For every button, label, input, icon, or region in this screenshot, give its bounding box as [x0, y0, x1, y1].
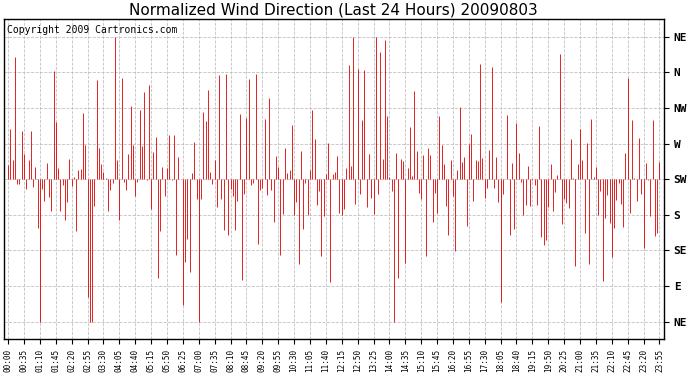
Title: Normalized Wind Direction (Last 24 Hours) 20090803: Normalized Wind Direction (Last 24 Hours…: [130, 3, 538, 18]
Text: Copyright 2009 Cartronics.com: Copyright 2009 Cartronics.com: [7, 26, 177, 35]
